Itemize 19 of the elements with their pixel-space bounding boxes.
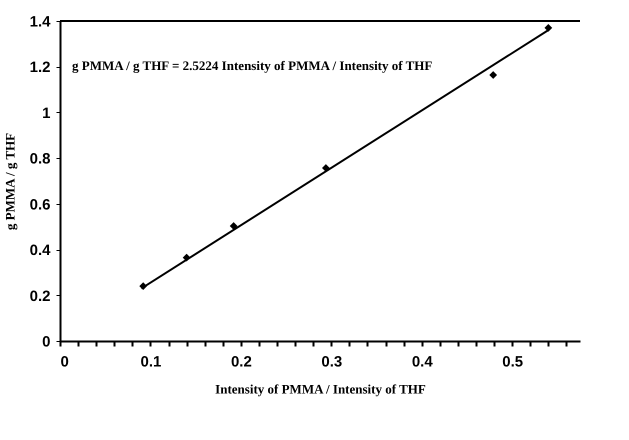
y-tick-label: 0.6 (30, 196, 50, 214)
y-tick-label: 0.2 (30, 288, 50, 305)
y-tick-label: 0.4 (30, 242, 52, 260)
x-tick-label: 0.5 (502, 354, 524, 370)
x-axis-title: Intensity of PMMA / Intensity of THF (215, 382, 426, 396)
y-axis-title: g PMMA / g THF (2, 132, 18, 230)
x-tick-label: 0.3 (321, 354, 342, 370)
y-tick-label: 1.2 (30, 59, 50, 76)
y-tick-label: 0 (42, 334, 50, 350)
x-tick-label: 0.4 (412, 354, 434, 370)
y-tick-label: 0.8 (30, 150, 50, 168)
x-tick-label: 0.2 (230, 354, 252, 370)
point (489, 71, 498, 79)
y-tick-label: 1.4 (30, 14, 52, 30)
y-tick-label: 1 (42, 104, 50, 122)
annotation: g PMMA / g THF = 2.5224 Intensity of PMMA / Intensity of THF (72, 58, 432, 73)
point (544, 24, 552, 32)
x-tick-label: 0.1 (140, 354, 162, 370)
x-tick-label: 0 (60, 354, 69, 370)
